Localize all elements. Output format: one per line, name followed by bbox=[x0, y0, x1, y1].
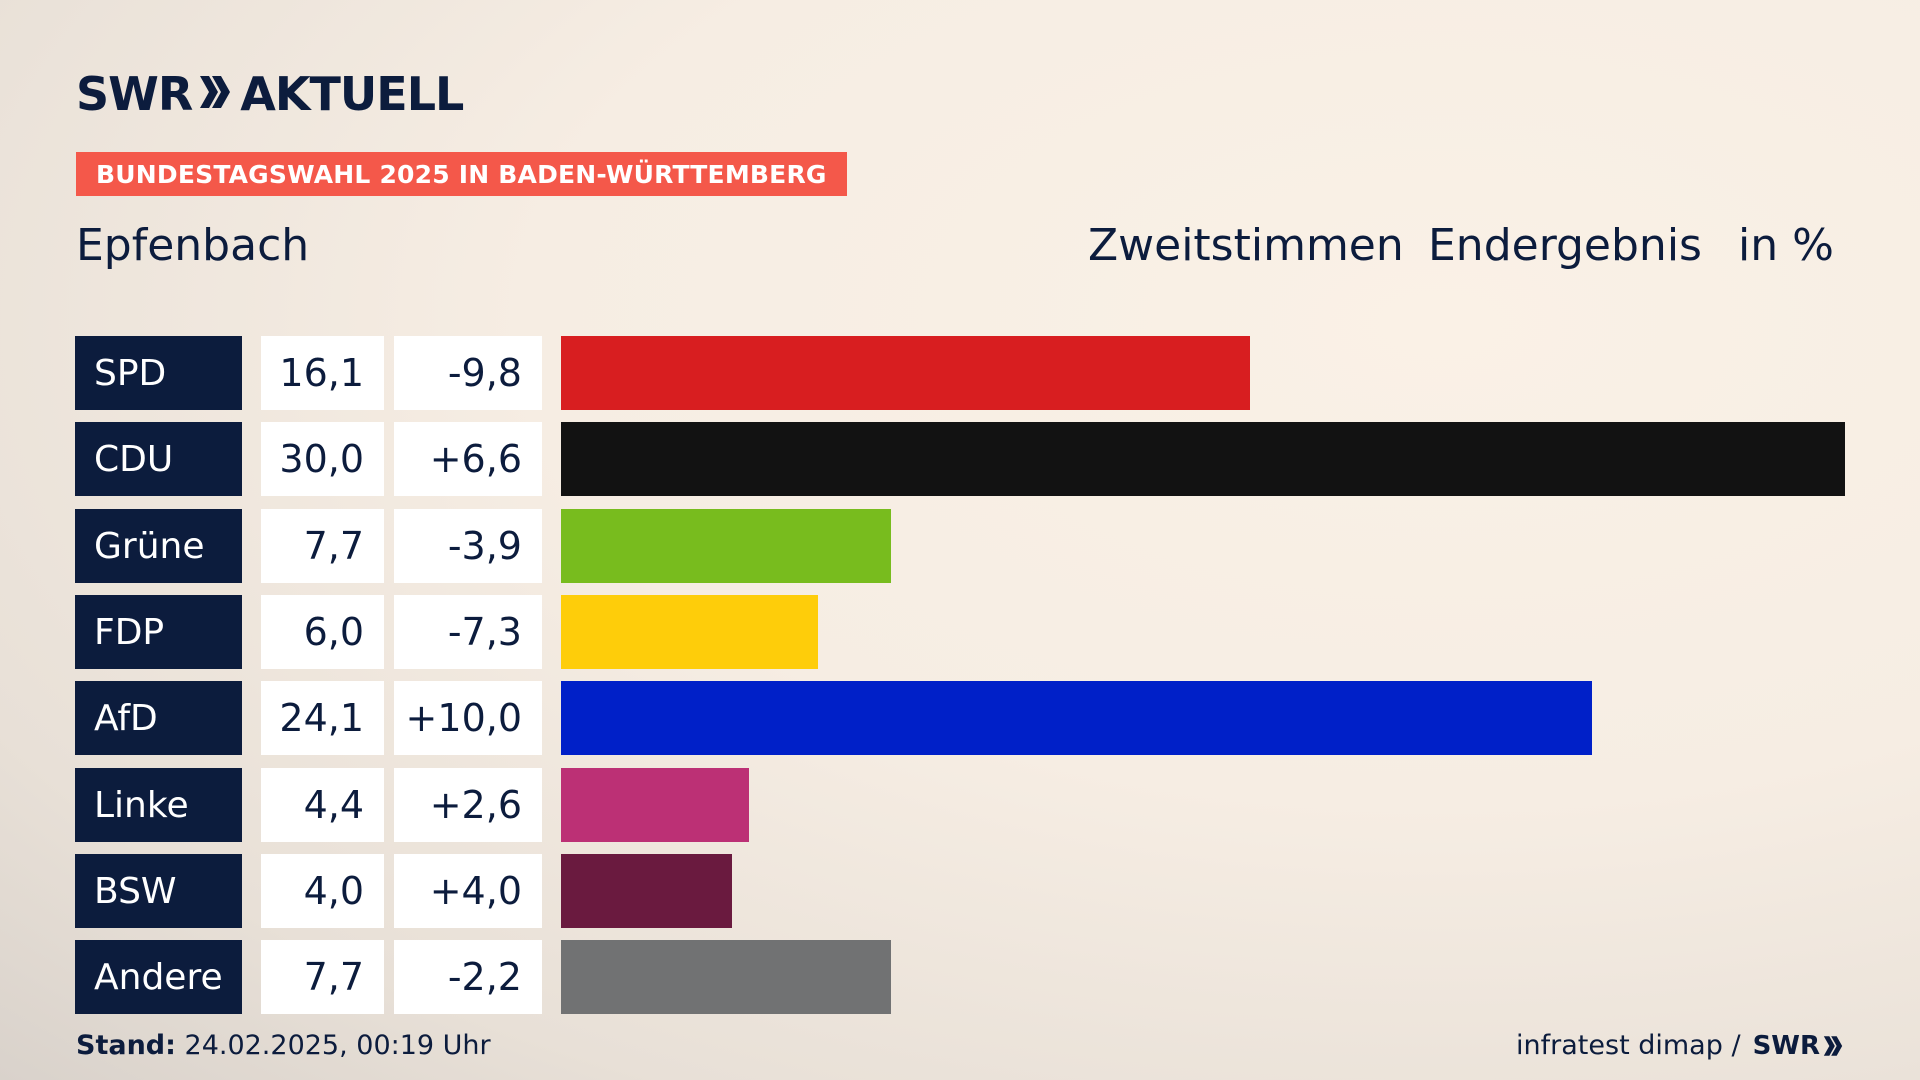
value-label: 4,4 bbox=[261, 768, 384, 842]
source-text: infratest dimap / bbox=[1516, 1030, 1741, 1061]
change-label: +4,0 bbox=[394, 854, 542, 928]
source-credit: infratest dimap / SWR bbox=[1516, 1030, 1844, 1061]
result-bar bbox=[561, 768, 749, 842]
value-label: 7,7 bbox=[261, 509, 384, 583]
footer-swr-text: SWR bbox=[1752, 1030, 1820, 1061]
result-bar bbox=[561, 940, 891, 1014]
result-bar bbox=[561, 422, 1845, 496]
party-label: Grüne bbox=[75, 509, 242, 583]
stand-label: Stand: bbox=[76, 1030, 176, 1061]
result-bar bbox=[561, 336, 1250, 410]
chevron-double-right-icon bbox=[1823, 1035, 1843, 1056]
stand-value: 24.02.2025, 00:19 Uhr bbox=[184, 1030, 491, 1061]
value-label: 24,1 bbox=[261, 681, 384, 755]
value-label: 7,7 bbox=[261, 940, 384, 1014]
party-label: Linke bbox=[75, 768, 242, 842]
heading-result: Endergebnis bbox=[1428, 220, 1702, 271]
chevron-double-right-icon bbox=[198, 74, 232, 114]
result-bar bbox=[561, 681, 1592, 755]
footer-swr-logo: SWR bbox=[1753, 1031, 1844, 1061]
change-label: -3,9 bbox=[394, 509, 542, 583]
change-label: +10,0 bbox=[394, 681, 542, 755]
place-title: Epfenbach bbox=[76, 220, 310, 271]
value-label: 30,0 bbox=[261, 422, 384, 496]
heading-unit: in % bbox=[1738, 220, 1834, 271]
value-label: 6,0 bbox=[261, 595, 384, 669]
logo-aktuell-text: AKTUELL bbox=[240, 67, 464, 121]
party-label: AfD bbox=[75, 681, 242, 755]
party-label: FDP bbox=[75, 595, 242, 669]
value-label: 4,0 bbox=[261, 854, 384, 928]
party-label: SPD bbox=[75, 336, 242, 410]
result-bar bbox=[561, 509, 891, 583]
change-label: -9,8 bbox=[394, 336, 542, 410]
swr-aktuell-logo: SWR AKTUELL bbox=[76, 67, 464, 121]
party-label: BSW bbox=[75, 854, 242, 928]
party-label: CDU bbox=[75, 422, 242, 496]
change-label: +2,6 bbox=[394, 768, 542, 842]
change-label: -7,3 bbox=[394, 595, 542, 669]
election-banner: BUNDESTAGSWAHL 2025 IN BADEN-WÜRTTEMBERG bbox=[76, 152, 847, 196]
result-bar bbox=[561, 854, 732, 928]
party-label: Andere bbox=[75, 940, 242, 1014]
change-label: -2,2 bbox=[394, 940, 542, 1014]
result-bar bbox=[561, 595, 818, 669]
heading-votes: Zweitstimmen bbox=[1088, 220, 1404, 271]
change-label: +6,6 bbox=[394, 422, 542, 496]
timestamp: Stand: 24.02.2025, 00:19 Uhr bbox=[76, 1030, 491, 1061]
value-label: 16,1 bbox=[261, 336, 384, 410]
logo-swr-text: SWR bbox=[76, 67, 193, 121]
